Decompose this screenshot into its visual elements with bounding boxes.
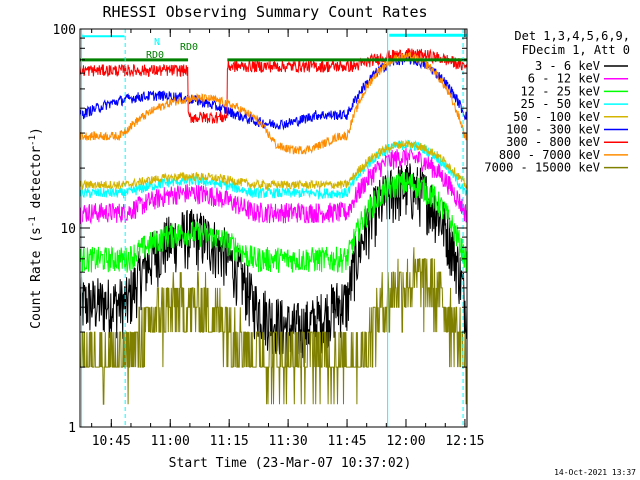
legend-label-7: 300 - 800 keV <box>506 135 600 149</box>
rd0-label-2: RD0 <box>180 42 198 53</box>
series-5-trace <box>79 139 468 191</box>
x-tick-label-1: 10:45 <box>92 434 131 449</box>
series-7-trace <box>79 48 468 124</box>
y-axis-label-main: Count Rate (s <box>29 227 44 329</box>
x-tick-label-4: 11:30 <box>269 434 308 449</box>
series-8-trace <box>79 51 468 155</box>
series-6-trace <box>79 54 468 131</box>
plot-content: N RD0 RD0 <box>79 29 468 427</box>
legend-label-9: 7000 - 15000 keV <box>484 161 600 175</box>
legend-label-8: 800 - 7000 keV <box>499 148 600 162</box>
x-tick-label-3: 11:15 <box>210 434 249 449</box>
series-9-trace <box>79 247 467 405</box>
rd0-label-1: RD0 <box>146 50 164 61</box>
x-tick-label-7: 12:15 <box>445 434 484 449</box>
y-axis-label-rest: detector <box>29 146 44 217</box>
legend-label-1: 3 - 6 keV <box>535 59 600 73</box>
x-tick-label-2: 11:00 <box>151 434 190 449</box>
axes: 10:45 11:00 11:15 11:30 11:45 12:00 12:15 1 10 10… <box>53 23 485 449</box>
legend-label-5: 50 - 100 keV <box>513 110 600 124</box>
y-tick-label-2: 10 <box>60 222 76 237</box>
y-axis-label-sup: -1 <box>28 216 38 227</box>
chart-title: RHESSI Observing Summary Count Rates <box>102 3 427 21</box>
detector-info-line-2: FDecim 1, Att 0 <box>522 43 630 57</box>
series-3-trace <box>79 171 468 273</box>
generation-timestamp: 14-Oct-2021 13:37 <box>554 468 636 477</box>
night-label: N <box>154 37 160 48</box>
series-4-trace <box>79 139 468 201</box>
legend-label-3: 12 - 25 keV <box>521 84 600 98</box>
y-tick-label-1: 1 <box>68 421 76 436</box>
y-axis-label: Count Rate (s-1 detector-1) <box>28 127 44 329</box>
y-tick-label-3: 100 <box>53 23 76 38</box>
legend-label-4: 25 - 50 keV <box>521 97 600 111</box>
x-tick-label-5: 11:45 <box>327 434 366 449</box>
x-axis-label: Start Time (23-Mar-07 10:37:02) <box>169 456 412 471</box>
y-axis-label-sup2: -1 <box>28 135 38 146</box>
legend-label-6: 100 - 300 keV <box>506 123 600 137</box>
legend-label-2: 6 - 12 keV <box>528 72 600 86</box>
series-2-trace <box>79 147 468 225</box>
y-axis-label-close: ) <box>29 127 44 135</box>
detector-info-line-1: Det 1,3,4,5,6,9, <box>514 29 630 43</box>
x-tick-label-6: 12:00 <box>386 434 425 449</box>
